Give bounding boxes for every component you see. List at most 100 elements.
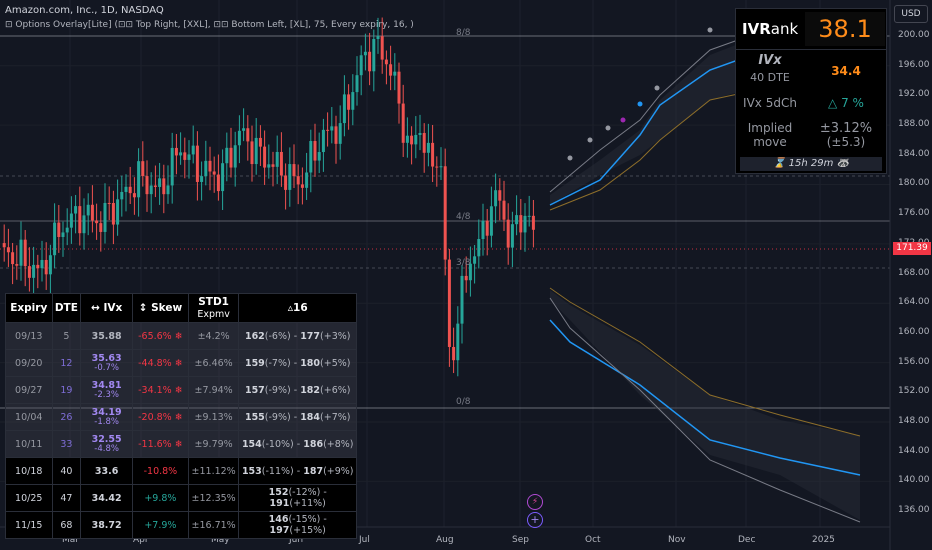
price-axis-label: 168.00 [898, 267, 930, 278]
price-axis-label: 200.00 [898, 30, 930, 40]
iv-rank-row: IVRank 38.1 [736, 9, 886, 50]
ivx-5d-change-value: △ 7 % [828, 96, 864, 110]
col-std: STD1 Expmv [187, 293, 240, 323]
cell-expiry: 10/18 [5, 457, 53, 485]
cell-ivx: 33.6 [80, 457, 134, 485]
implied-move-dollar: (±5.3) [826, 135, 866, 149]
cell-delta-range: 154(-10%) - 186(+8%) [238, 430, 357, 458]
cell-skew: -11.6% ❄ [132, 430, 189, 458]
time-axis-label: Apr [133, 535, 149, 545]
table-row[interactable]: 10/25 47 34.42 +9.8% ±12.35% 152(-12%) - 191(… [5, 484, 357, 512]
cell-std: ±4.2% [187, 322, 240, 350]
col-skew: ↕ Skew [132, 293, 189, 323]
cell-skew: +9.8% [132, 484, 189, 512]
cell-skew: -20.8% ❄ [132, 403, 189, 431]
price-axis-label: 152.00 [898, 386, 930, 397]
candles [2, 17, 535, 377]
cell-delta-range: 152(-12%) - 191(+11%) [238, 484, 357, 512]
cell-skew: -44.8% ❄ [132, 349, 189, 377]
price-axis-label: 192.00 [898, 89, 930, 100]
level-label-mid: 4/8 [456, 212, 471, 222]
time-axis-label: Jun [289, 535, 304, 545]
cell-expiry: 09/27 [5, 376, 53, 404]
level-label-low: 3/8 [456, 258, 471, 268]
price-axis-label: 136.00 [898, 505, 930, 515]
cell-ivx: 34.81 -2.3% [80, 376, 134, 404]
cell-expiry: 10/04 [5, 403, 53, 431]
cell-ivx: 34.42 [80, 484, 134, 512]
table-header-row: Expiry DTE ↔ IVx ↕ Skew STD1 Expmv ▵16 [5, 293, 357, 323]
time-axis-label: Dec [738, 535, 756, 545]
cell-ivx: 32.55 -4.8% [80, 430, 134, 458]
cell-delta-range: 159(-7%) - 180(+5%) [238, 349, 357, 377]
cell-delta-range: 146(-15%) - 197(+15%) [238, 511, 357, 539]
col-ivx: ↔ IVx [80, 293, 134, 323]
cell-expiry: 10/25 [5, 484, 53, 512]
cell-dte: 19 [51, 376, 82, 404]
cell-delta-range: 162(-6%) - 177(+3%) [238, 322, 357, 350]
price-axis-label: 144.00 [898, 445, 930, 456]
time-axis-label: May [211, 535, 230, 545]
cell-skew: -65.6% ❄ [132, 322, 189, 350]
implied-move-label-1: Implied [747, 121, 793, 135]
iv-rank-label: IVRank [742, 20, 799, 38]
cell-delta-range: 153(-11%) - 187(+9%) [238, 457, 357, 485]
cell-std: ±9.13% [187, 403, 240, 431]
cell-std: ±6.46% [187, 349, 240, 377]
implied-move-label-2: move [753, 135, 787, 149]
cell-std: ±16.71% [187, 511, 240, 539]
price-axis-label: 196.00 [898, 59, 930, 70]
table-row[interactable]: 09/20 12 35.63 -0.7% -44.8% ❄ ±6.46% 159(-7%) … [5, 349, 357, 377]
price-axis-label: 180.00 [898, 178, 930, 189]
bolt-icon[interactable]: ⚡ [527, 494, 543, 510]
session-timer: ⌛ 15h 29m 🦝 [740, 157, 882, 171]
cell-dte: 40 [51, 457, 82, 485]
cell-ivx: 38.72 [80, 511, 134, 539]
col-expiry: Expiry [5, 293, 53, 323]
cell-dte: 26 [51, 403, 82, 431]
cell-std: ±7.94% [187, 376, 240, 404]
table-row[interactable]: 10/18 40 33.6 -10.8% ±11.12% 153(-11%) - 187(… [5, 457, 357, 485]
ivx-dte: 40 DTE [750, 71, 790, 84]
time-axis-label: Jul [359, 535, 370, 545]
cell-std: ±12.35% [187, 484, 240, 512]
price-axis-label: 156.00 [898, 356, 930, 367]
add-icon[interactable]: + [527, 512, 543, 528]
time-axis-label: Sep [512, 535, 529, 545]
cell-dte: 5 [51, 322, 82, 350]
iv-rank-value: 38.1 [805, 12, 885, 46]
table-row[interactable]: 11/15 68 38.72 +7.9% ±16.71% 146(-15%) - 197(… [5, 511, 357, 539]
indicator-legend[interactable]: ⊡ Options Overlay[Lite] (⊡⊡ Top Right, [… [5, 20, 414, 30]
chart-title: Amazon.com, Inc., 1D, NASDAQ [5, 5, 164, 16]
table-row[interactable]: 09/27 19 34.81 -2.3% -34.1% ❄ ±7.94% 157(-9%) … [5, 376, 357, 404]
currency-button[interactable]: USD [894, 5, 928, 23]
cell-skew: -34.1% ❄ [132, 376, 189, 404]
price-axis-label: 148.00 [898, 415, 930, 426]
options-expiry-table: Expiry DTE ↔ IVx ↕ Skew STD1 Expmv ▵16 09… [5, 293, 357, 539]
col-delta: ▵16 [238, 293, 357, 323]
cell-skew: +7.9% [132, 511, 189, 539]
cell-std: ±11.12% [187, 457, 240, 485]
cell-std: ±9.79% [187, 430, 240, 458]
ivx-5d-change-label: IVx 5dCh [743, 96, 797, 110]
cell-skew: -10.8% [132, 457, 189, 485]
current-price-tag: 171.39 [893, 242, 931, 255]
cell-dte: 33 [51, 430, 82, 458]
cell-ivx: 34.19 -1.8% [80, 403, 134, 431]
table-row[interactable]: 10/04 26 34.19 -1.8% -20.8% ❄ ±9.13% 155(-9%) … [5, 403, 357, 431]
price-axis-label: 188.00 [898, 119, 930, 130]
level-label-bottom: 0/8 [456, 397, 471, 407]
cell-ivx: 35.63 -0.7% [80, 349, 134, 377]
cell-delta-range: 157(-9%) - 182(+6%) [238, 376, 357, 404]
time-axis-label: Aug [436, 535, 454, 545]
table-row[interactable]: 10/11 33 32.55 -4.8% -11.6% ❄ ±9.79% 154(-10%)… [5, 430, 357, 458]
price-axis-label: 164.00 [898, 297, 930, 308]
cell-expiry: 10/11 [5, 430, 53, 458]
ivx-value: 34.4 [831, 64, 861, 78]
col-dte: DTE [51, 293, 82, 323]
cell-expiry: 09/13 [5, 322, 53, 350]
iv-rank-panel: IVRank 38.1 IVx 40 DTE 34.4 IVx 5dCh △ 7… [735, 8, 887, 174]
table-row[interactable]: 09/13 5 35.88 -65.6% ❄ ±4.2% 162(-6%) - 177(+… [5, 322, 357, 350]
time-axis-label: Nov [668, 535, 686, 545]
